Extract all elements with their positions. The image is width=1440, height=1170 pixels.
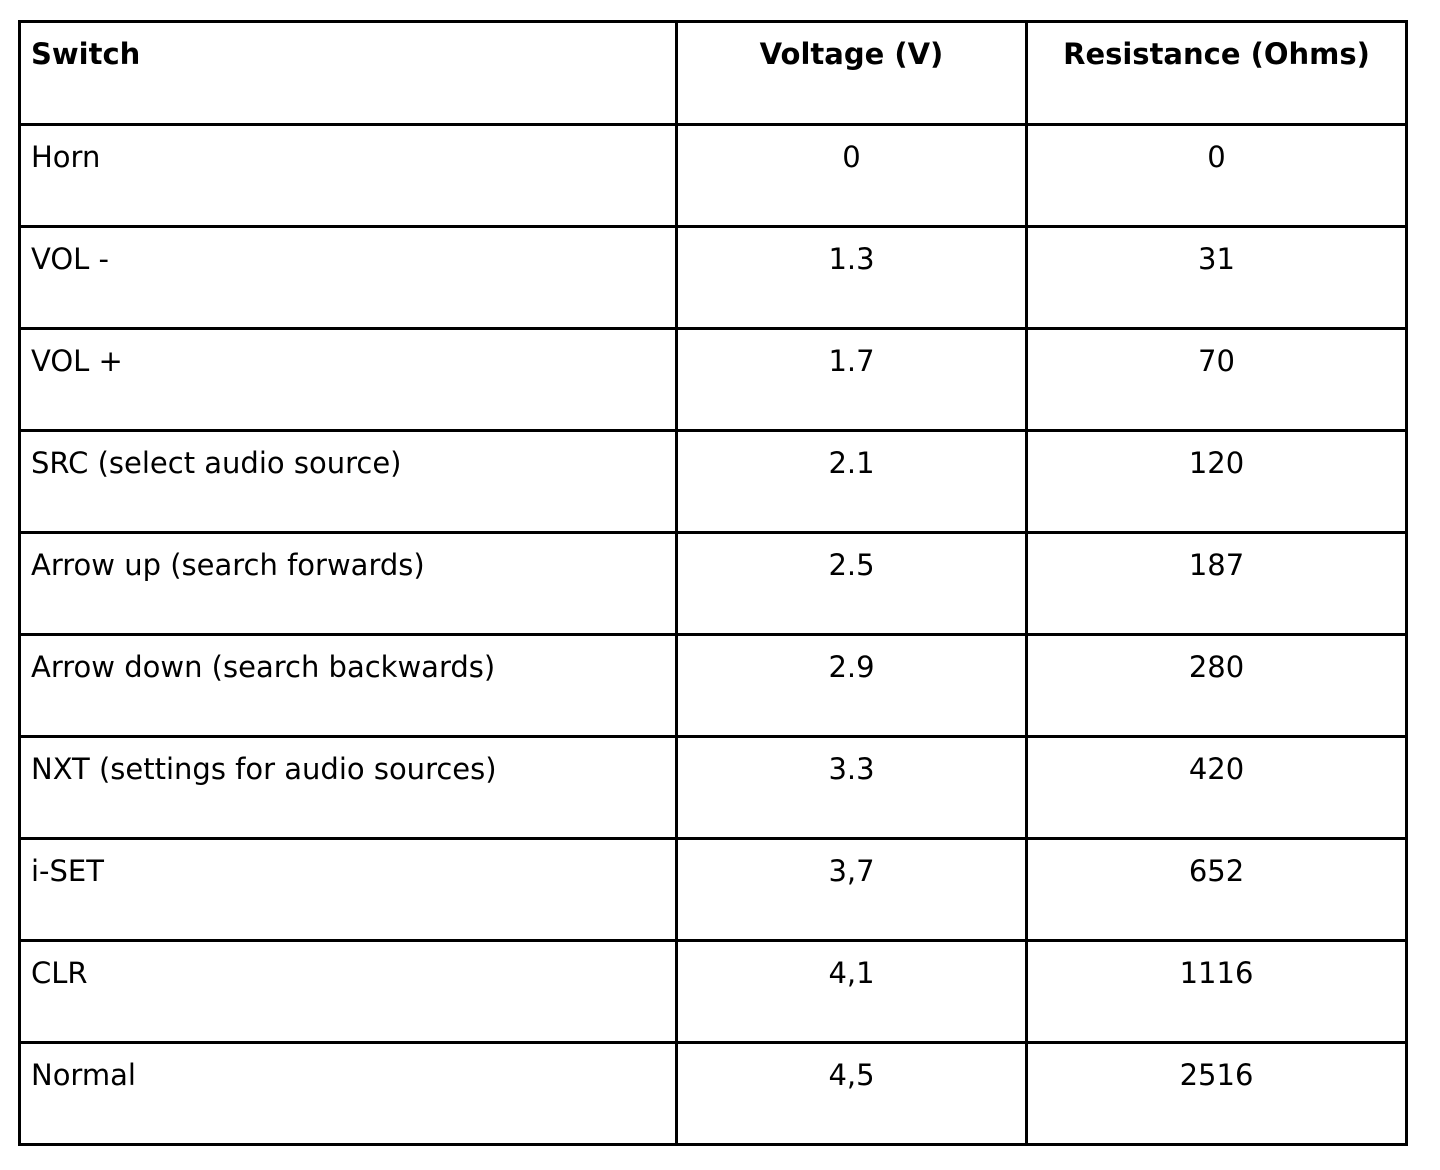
voltage-cell: 2.5 [675, 531, 1028, 636]
column-header-switch: Switch [18, 20, 678, 126]
switch-cell: Arrow up (search forwards) [18, 531, 678, 636]
voltage-cell: 0 [675, 123, 1028, 228]
table-body: Horn 0 0 VOL -1.3 31 VOL +1.7 70 SRC (select au… [18, 123, 1408, 1146]
switch-cell: Horn [18, 123, 678, 228]
switch-cell: SRC (select audio source) [18, 429, 678, 534]
voltage-cell: 2.1 [675, 429, 1028, 534]
switch-voltage-resistance-table: Switch Voltage (V) Resistance (Ohms) Hor… [18, 20, 1408, 1146]
table-row: Horn 0 0 [18, 123, 1408, 228]
switch-cell: Arrow down (search backwards) [18, 633, 678, 738]
resistance-cell: 1116 [1025, 939, 1408, 1044]
resistance-cell: 120 [1025, 429, 1408, 534]
table-row: NXT (settings for audio sources) 3.3 420 [18, 735, 1408, 840]
resistance-cell: 652 [1025, 837, 1408, 942]
header-row: Switch Voltage (V) Resistance (Ohms) [18, 20, 1408, 126]
table-row: CLR 4,1 1116 [18, 939, 1408, 1044]
table-row: VOL -1.3 31 [18, 225, 1408, 330]
voltage-cell: 2.9 [675, 633, 1028, 738]
resistance-cell: 0 [1025, 123, 1408, 228]
voltage-cell: 1.3 [675, 225, 1028, 330]
voltage-cell: 3,7 [675, 837, 1028, 942]
table-row: Arrow up (search forwards) 2.5 187 [18, 531, 1408, 636]
table-row: VOL +1.7 70 [18, 327, 1408, 432]
column-header-voltage: Voltage (V) [675, 20, 1028, 126]
switch-cell: Normal [18, 1041, 678, 1146]
resistance-cell: 31 [1025, 225, 1408, 330]
table-row: i-SET 3,7 652 [18, 837, 1408, 942]
switch-cell: NXT (settings for audio sources) [18, 735, 678, 840]
voltage-cell: 1.7 [675, 327, 1028, 432]
table-header: Switch Voltage (V) Resistance (Ohms) [18, 20, 1408, 126]
switch-cell: VOL + [18, 327, 678, 432]
voltage-cell: 4,5 [675, 1041, 1028, 1146]
resistance-cell: 280 [1025, 633, 1408, 738]
switch-cell: CLR [18, 939, 678, 1044]
table-row: SRC (select audio source) 2.1 120 [18, 429, 1408, 534]
resistance-cell: 187 [1025, 531, 1408, 636]
switch-cell: VOL - [18, 225, 678, 330]
table-row: Arrow down (search backwards) 2.9 280 [18, 633, 1408, 738]
resistance-cell: 70 [1025, 327, 1408, 432]
switch-cell: i-SET [18, 837, 678, 942]
column-header-resistance: Resistance (Ohms) [1025, 20, 1408, 126]
resistance-cell: 2516 [1025, 1041, 1408, 1146]
resistance-cell: 420 [1025, 735, 1408, 840]
table-row: Normal 4,5 2516 [18, 1041, 1408, 1146]
voltage-cell: 4,1 [675, 939, 1028, 1044]
voltage-cell: 3.3 [675, 735, 1028, 840]
